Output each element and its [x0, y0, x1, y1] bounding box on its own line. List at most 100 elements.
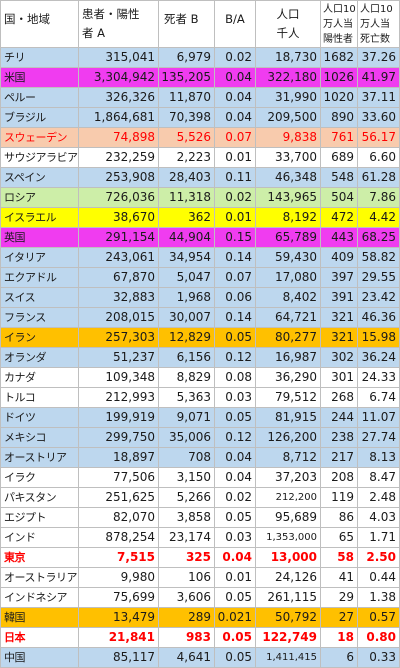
cell-deaths: 1,968	[159, 288, 215, 308]
cell-deaths: 23,174	[159, 528, 215, 548]
cell-deaths: 5,363	[159, 388, 215, 408]
cell-cases: 315,041	[79, 48, 159, 68]
cell-deaths: 3,858	[159, 508, 215, 528]
cell-cases: 77,506	[79, 468, 159, 488]
table-row: スウェーデン 74,898 5,526 0.07 9,838 761 56.17	[0, 128, 400, 148]
cell-population: 122,749	[256, 628, 321, 648]
cell-population: 79,512	[256, 388, 321, 408]
cell-country: 米国	[0, 68, 79, 88]
cell-cases-per-100k: 18	[321, 628, 358, 648]
cell-death-ratio: 0.03	[215, 528, 256, 548]
cell-population: 50,792	[256, 608, 321, 628]
cell-cases-per-100k: 301	[321, 368, 358, 388]
table-row: チリ 315,041 6,979 0.02 18,730 1682 37.26	[0, 48, 400, 68]
cell-death-ratio: 0.07	[215, 268, 256, 288]
table-row: ブラジル 1,864,681 70,398 0.04 209,500 890 33.60	[0, 108, 400, 128]
cell-deaths-per-100k: 8.13	[358, 448, 400, 468]
cell-deaths-per-100k: 4.42	[358, 208, 400, 228]
cell-population: 16,987	[256, 348, 321, 368]
cell-population: 65,789	[256, 228, 321, 248]
cell-cases: 32,883	[79, 288, 159, 308]
cell-cases-per-100k: 409	[321, 248, 358, 268]
cell-cases-per-100k: 41	[321, 568, 358, 588]
cell-country: イラク	[0, 468, 79, 488]
cell-country: パキスタン	[0, 488, 79, 508]
cell-deaths-per-100k: 0.80	[358, 628, 400, 648]
table-row: 韓国 13,479 289 0.021 50,792 27 0.57	[0, 608, 400, 628]
cell-cases-per-100k: 548	[321, 168, 358, 188]
cell-country: イスラエル	[0, 208, 79, 228]
cell-population: 24,126	[256, 568, 321, 588]
cell-country: イラン	[0, 328, 79, 348]
cell-deaths: 3,606	[159, 588, 215, 608]
table-row: メキシコ 299,750 35,006 0.12 126,200 238 27.74	[0, 428, 400, 448]
cell-deaths-per-100k: 41.97	[358, 68, 400, 88]
cell-deaths: 6,979	[159, 48, 215, 68]
cell-deaths-per-100k: 37.11	[358, 88, 400, 108]
cell-country: インドネシア	[0, 588, 79, 608]
table-row: スイス 32,883 1,968 0.06 8,402 391 23.42	[0, 288, 400, 308]
cell-death-ratio: 0.06	[215, 288, 256, 308]
cell-deaths: 44,904	[159, 228, 215, 248]
cell-deaths-per-100k: 2.48	[358, 488, 400, 508]
cell-cases-per-100k: 29	[321, 588, 358, 608]
cell-deaths: 106	[159, 568, 215, 588]
cell-deaths-per-100k: 11.07	[358, 408, 400, 428]
cell-cases: 82,070	[79, 508, 159, 528]
cell-cases-per-100k: 208	[321, 468, 358, 488]
cell-population: 8,192	[256, 208, 321, 228]
column-header-line: B/A	[225, 11, 245, 26]
table-row: 中国 85,117 4,641 0.05 1,411,415 6 0.33	[0, 648, 400, 668]
cell-deaths: 28,403	[159, 168, 215, 188]
cell-cases: 38,670	[79, 208, 159, 228]
cell-deaths: 5,047	[159, 268, 215, 288]
table-row: ペルー 326,326 11,870 0.04 31,990 1020 37.11	[0, 88, 400, 108]
column-header-country: 国・地域	[0, 1, 79, 48]
cell-country: 英国	[0, 228, 79, 248]
cell-country: ブラジル	[0, 108, 79, 128]
cell-deaths-per-100k: 15.98	[358, 328, 400, 348]
table-row: オーストラリア 9,980 106 0.01 24,126 41 0.44	[0, 568, 400, 588]
cell-cases: 726,036	[79, 188, 159, 208]
cell-country: オランダ	[0, 348, 79, 368]
column-header-population: 人口 千人	[256, 1, 321, 48]
cell-cases-per-100k: 27	[321, 608, 358, 628]
cell-cases-per-100k: 504	[321, 188, 358, 208]
table-row: 英国 291,154 44,904 0.15 65,789 443 68.25	[0, 228, 400, 248]
cell-cases: 212,993	[79, 388, 159, 408]
cell-country: メキシコ	[0, 428, 79, 448]
table-row: インドネシア 75,699 3,606 0.05 261,115 29 1.38	[0, 588, 400, 608]
cell-population: 13,000	[256, 548, 321, 568]
cell-population: 36,290	[256, 368, 321, 388]
cell-cases-per-100k: 268	[321, 388, 358, 408]
cell-cases-per-100k: 391	[321, 288, 358, 308]
column-header-line: 人口10	[323, 3, 356, 15]
cell-death-ratio: 0.12	[215, 348, 256, 368]
cell-cases: 7,515	[79, 548, 159, 568]
table-row: トルコ 212,993 5,363 0.03 79,512 268 6.74	[0, 388, 400, 408]
cell-deaths: 362	[159, 208, 215, 228]
cell-deaths: 5,266	[159, 488, 215, 508]
cell-death-ratio: 0.01	[215, 148, 256, 168]
cell-population: 59,430	[256, 248, 321, 268]
column-header-line: 死亡数	[360, 33, 390, 45]
cell-country: スペイン	[0, 168, 79, 188]
cell-country: エクアドル	[0, 268, 79, 288]
column-header-deaths: 死者 B	[159, 1, 215, 48]
cell-population: 31,990	[256, 88, 321, 108]
cell-country: ロシア	[0, 188, 79, 208]
cell-country: インド	[0, 528, 79, 548]
cell-population: 9,838	[256, 128, 321, 148]
column-header-line: 人口	[276, 7, 300, 21]
cell-death-ratio: 0.05	[215, 648, 256, 668]
cell-cases: 251,625	[79, 488, 159, 508]
table-row: フランス 208,015 30,007 0.14 64,721 321 46.36	[0, 308, 400, 328]
cell-cases: 208,015	[79, 308, 159, 328]
cell-deaths: 289	[159, 608, 215, 628]
column-header-line: 人口10	[360, 3, 393, 15]
cell-death-ratio: 0.14	[215, 308, 256, 328]
table-row: オランダ 51,237 6,156 0.12 16,987 302 36.24	[0, 348, 400, 368]
table-row: 米国 3,304,942 135,205 0.04 322,180 1026 41.97	[0, 68, 400, 88]
cell-country: エジプト	[0, 508, 79, 528]
